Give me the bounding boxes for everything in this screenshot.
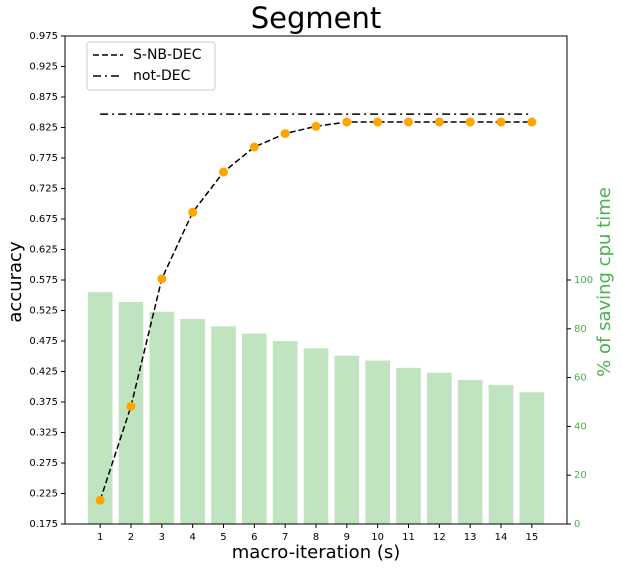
y2-tick-label: 60	[574, 373, 587, 384]
y2-tick-label: 0	[574, 519, 580, 530]
y-tick-label: 0.275	[29, 458, 58, 469]
y-tick-label: 0.875	[29, 92, 58, 103]
y-tick-label: 0.925	[29, 62, 58, 73]
y-tick-label: 0.725	[29, 184, 58, 195]
x-tick-label: 11	[402, 532, 415, 543]
bar	[180, 319, 205, 524]
y-tick-label: 0.625	[29, 245, 58, 256]
point	[311, 121, 321, 131]
x-tick-label: 8	[313, 532, 319, 543]
point	[404, 117, 414, 127]
bar	[211, 326, 236, 524]
x-tick-label: 13	[464, 532, 477, 543]
x-tick-label: 12	[433, 532, 446, 543]
bar	[118, 301, 144, 524]
point	[342, 117, 352, 127]
point	[188, 207, 198, 217]
x-tick-label: 14	[495, 532, 508, 543]
bar	[272, 341, 298, 524]
x-tick-label: 2	[128, 532, 134, 543]
point	[434, 117, 444, 127]
point	[157, 274, 167, 284]
y-tick-label: 0.325	[29, 428, 58, 439]
x-tick-label: 1	[97, 532, 103, 543]
x-tick-label: 6	[251, 532, 257, 543]
legend: S-NB-DEC not-DEC	[86, 41, 216, 91]
y-tick-label: 0.375	[29, 397, 58, 408]
chart-title: Segment	[251, 1, 382, 35]
point	[527, 117, 537, 127]
bar	[334, 355, 360, 524]
legend-label: S-NB-DEC	[133, 47, 202, 63]
x-tick-label: 10	[371, 532, 384, 543]
y-tick-label: 0.225	[29, 489, 58, 500]
point	[496, 117, 506, 127]
y-tick-label: 0.975	[29, 31, 58, 42]
y-axis-label: accuracy	[5, 241, 26, 323]
y2-tick-label: 40	[574, 421, 587, 432]
bar	[519, 392, 545, 524]
bar	[488, 384, 514, 524]
point	[465, 117, 475, 127]
legend-label: not-DEC	[133, 68, 191, 84]
bar	[303, 348, 329, 524]
x-tick-label: 3	[159, 532, 165, 543]
y2-tick-label: 100	[574, 275, 593, 286]
x-tick-label: 9	[344, 532, 350, 543]
y2-tick-label: 80	[574, 324, 587, 335]
y-tick-label: 0.475	[29, 336, 58, 347]
bar	[396, 367, 421, 524]
y-tick-label: 0.525	[29, 306, 58, 317]
bar	[87, 292, 113, 524]
y-tick-label: 0.575	[29, 275, 58, 286]
legend-box	[86, 41, 216, 91]
y2-tick-label: 20	[574, 470, 587, 481]
y-tick-label: 0.775	[29, 153, 58, 164]
y-tick-label: 0.675	[29, 214, 58, 225]
bar	[457, 380, 483, 524]
point	[280, 129, 290, 139]
x-tick-label: 7	[282, 532, 288, 543]
x-tick-label: 4	[189, 532, 195, 543]
y-tick-label: 0.175	[29, 519, 58, 530]
point	[126, 401, 136, 411]
y-tick-label: 0.825	[29, 123, 58, 134]
x-tick-label: 5	[220, 532, 226, 543]
point	[218, 167, 228, 177]
y-tick-label: 0.425	[29, 367, 58, 378]
x-tick-label: 15	[525, 532, 538, 543]
bar	[365, 360, 391, 524]
x-axis-label: macro-iteration (s)	[232, 542, 401, 563]
point	[95, 495, 105, 505]
point	[249, 142, 259, 152]
bar	[427, 372, 452, 524]
point	[373, 117, 383, 127]
bar	[241, 333, 267, 524]
y2-axis-label: % of saving cpu time	[594, 187, 615, 377]
bar	[149, 311, 175, 524]
